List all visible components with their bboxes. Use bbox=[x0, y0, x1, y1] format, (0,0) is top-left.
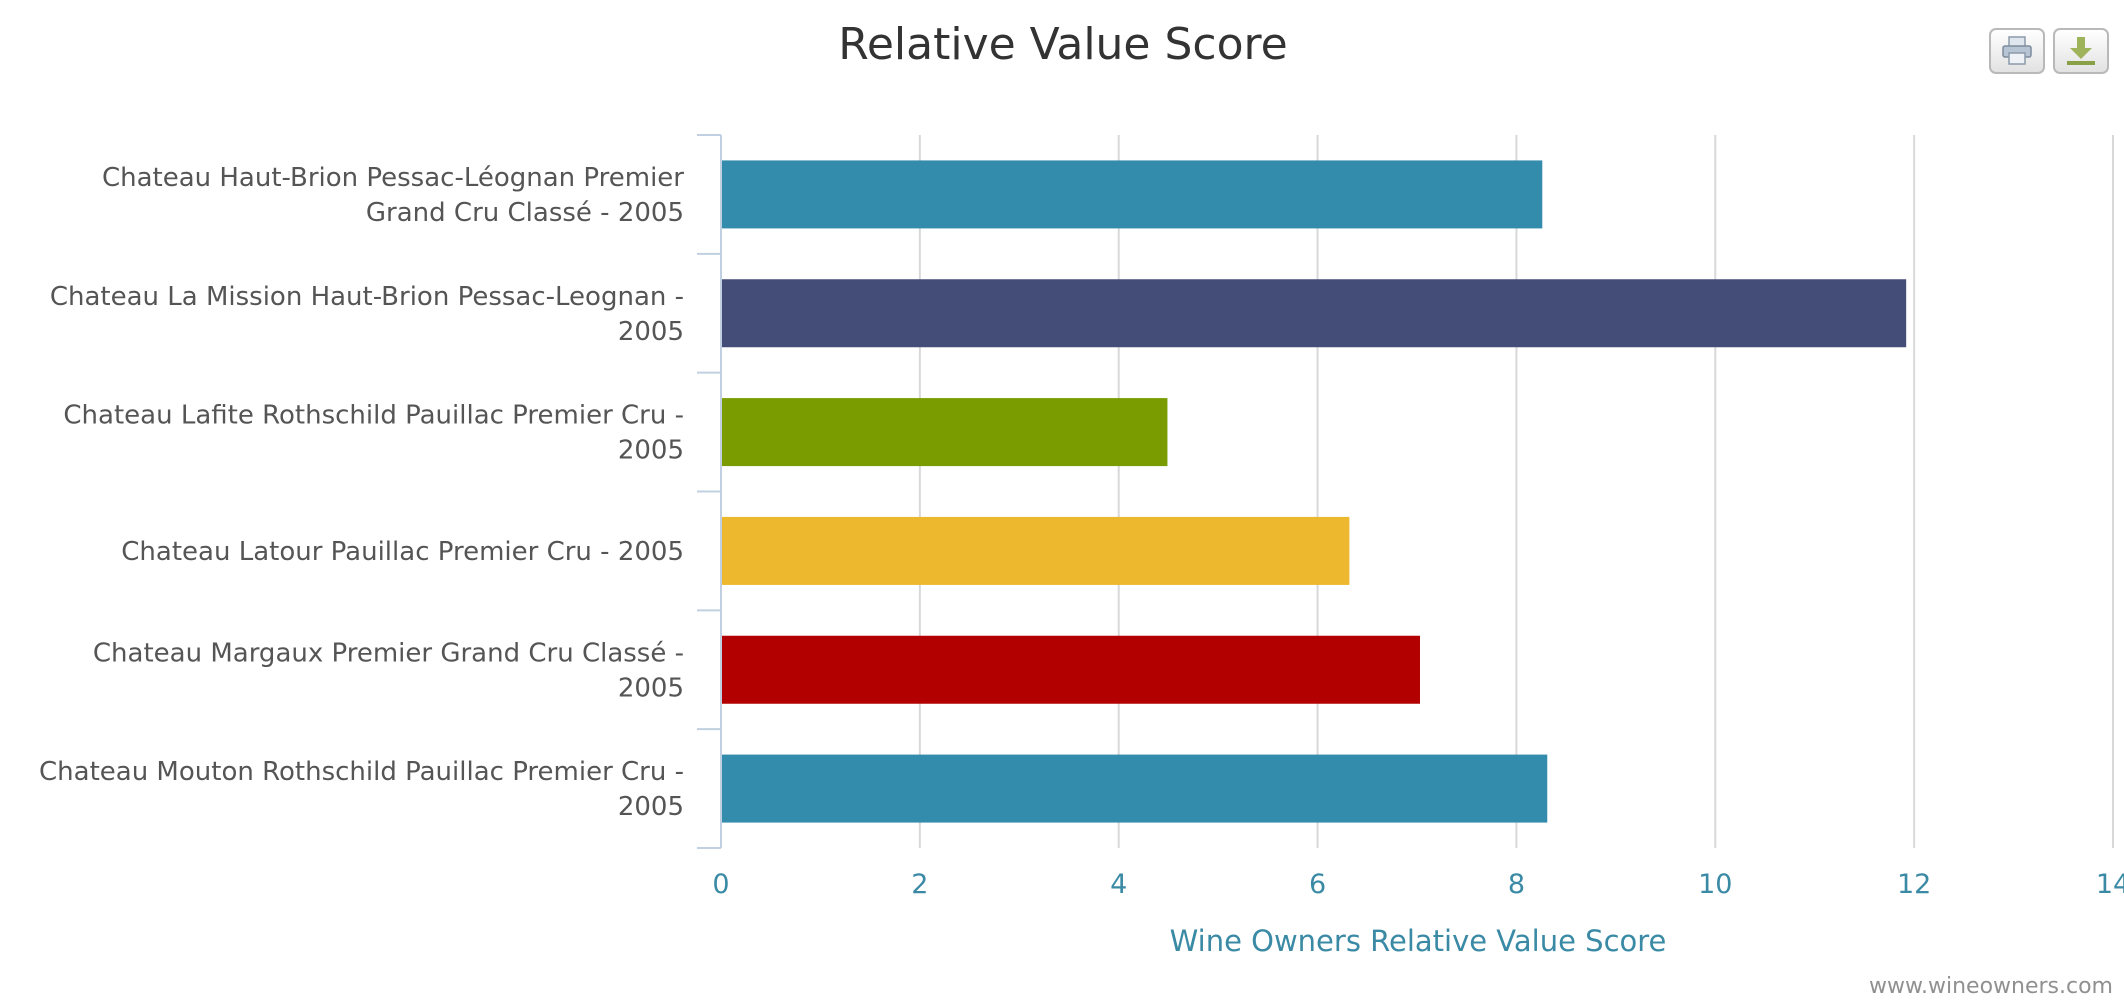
tick-label-6: 12 bbox=[1897, 869, 1931, 900]
category-label-5-line-0: Chateau Mouton Rothschild Pauillac Premi… bbox=[39, 757, 684, 787]
category-label-1-line-0: Chateau La Mission Haut-Brion Pessac-Leo… bbox=[50, 282, 684, 312]
category-label-4: Chateau Margaux Premier Grand Cru Classé… bbox=[93, 638, 684, 703]
tick-label-4: 8 bbox=[1508, 869, 1525, 900]
grid bbox=[918, 135, 2114, 848]
tick-label-3: 6 bbox=[1309, 869, 1326, 900]
tick-label-7: 14 bbox=[2096, 869, 2124, 900]
x-axis-title: Wine Owners Relative Value Score bbox=[1170, 924, 1667, 958]
value-axis-tick-labels: 0 2 4 6 8 10 12 14 bbox=[712, 869, 2124, 900]
tick-label-0: 0 bbox=[712, 869, 729, 900]
bar-0[interactable] bbox=[722, 160, 1543, 229]
bar-2[interactable] bbox=[722, 398, 1168, 467]
category-label-2-line-0: Chateau Lafite Rothschild Pauillac Premi… bbox=[63, 401, 684, 431]
bar-1[interactable] bbox=[722, 279, 1907, 348]
download-button[interactable] bbox=[2053, 28, 2109, 74]
tick-label-1: 2 bbox=[911, 869, 928, 900]
printer-icon bbox=[2002, 36, 2032, 65]
category-label-0-line-0: Chateau Haut-Brion Pessac-Léognan Premie… bbox=[102, 163, 684, 193]
category-label-5-line-1: 2005 bbox=[618, 792, 684, 822]
print-button[interactable] bbox=[1989, 28, 2045, 74]
tick-label-5: 10 bbox=[1698, 869, 1732, 900]
bar-3[interactable] bbox=[722, 516, 1350, 585]
tick-label-2: 4 bbox=[1110, 869, 1127, 900]
category-label-3: Chateau Latour Pauillac Premier Cru - 20… bbox=[121, 537, 684, 567]
bar-5[interactable] bbox=[722, 754, 1548, 823]
bars bbox=[722, 160, 1907, 823]
category-label-2-line-1: 2005 bbox=[618, 436, 684, 466]
bar-4[interactable] bbox=[722, 635, 1420, 704]
category-label-4-line-0: Chateau Margaux Premier Grand Cru Classé… bbox=[93, 638, 684, 668]
category-label-4-line-1: 2005 bbox=[618, 673, 684, 703]
category-axis bbox=[697, 134, 722, 849]
category-label-1-line-1: 2005 bbox=[618, 317, 684, 347]
category-label-0: Chateau Haut-Brion Pessac-Léognan Premie… bbox=[102, 163, 684, 228]
category-label-0-line-1: Grand Cru Classé - 2005 bbox=[366, 198, 684, 228]
category-label-1: Chateau La Mission Haut-Brion Pessac-Leo… bbox=[50, 282, 684, 347]
credits-link[interactable]: www.wineowners.com bbox=[1869, 974, 2113, 999]
category-label-5: Chateau Mouton Rothschild Pauillac Premi… bbox=[39, 757, 684, 822]
download-icon bbox=[2067, 37, 2095, 65]
chart-title: Relative Value Score bbox=[838, 19, 1287, 70]
category-label-2: Chateau Lafite Rothschild Pauillac Premi… bbox=[63, 401, 684, 466]
category-labels: Chateau Haut-Brion Pessac-Léognan Premie… bbox=[39, 163, 684, 822]
category-label-3-line-0: Chateau Latour Pauillac Premier Cru - 20… bbox=[121, 537, 684, 567]
